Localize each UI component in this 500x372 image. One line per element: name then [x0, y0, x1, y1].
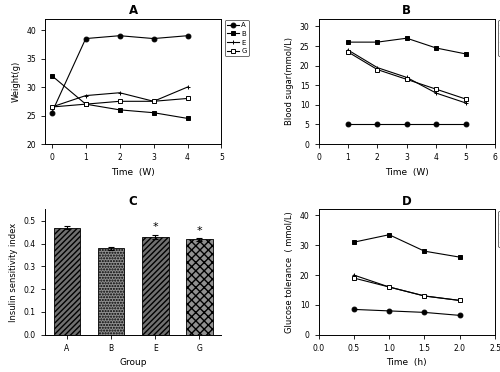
- Line: E: E: [352, 273, 462, 303]
- A: [386, 309, 392, 313]
- G: [433, 87, 439, 92]
- E: [462, 101, 468, 105]
- Line: A: A: [352, 307, 462, 318]
- E: [82, 93, 88, 98]
- Line: G: G: [50, 96, 190, 109]
- G: [462, 97, 468, 101]
- B: [184, 116, 190, 121]
- A: [462, 122, 468, 127]
- Line: E: E: [346, 48, 468, 105]
- Legend: A, B, E, G: A, B, E, G: [498, 211, 500, 247]
- G: [374, 67, 380, 72]
- A: [456, 313, 462, 318]
- B: [433, 46, 439, 50]
- A: [184, 33, 190, 38]
- B: [462, 52, 468, 56]
- E: [150, 99, 156, 103]
- B: [49, 73, 55, 78]
- X-axis label: Group: Group: [120, 358, 147, 368]
- G: [49, 105, 55, 109]
- E: [49, 105, 55, 109]
- G: [184, 96, 190, 101]
- B: [116, 108, 122, 112]
- G: [386, 285, 392, 289]
- B: [345, 40, 351, 44]
- G: [404, 77, 410, 81]
- B: [422, 249, 428, 253]
- G: [422, 294, 428, 298]
- A: [150, 36, 156, 41]
- A: [116, 33, 122, 38]
- A: [404, 122, 410, 127]
- Title: D: D: [402, 195, 411, 208]
- A: [374, 122, 380, 127]
- G: [456, 298, 462, 303]
- E: [386, 285, 392, 289]
- G: [82, 102, 88, 106]
- B: [404, 36, 410, 41]
- A: [345, 122, 351, 127]
- A: [422, 310, 428, 315]
- Y-axis label: Insulin sensitivity index: Insulin sensitivity index: [10, 222, 18, 322]
- Text: *: *: [196, 225, 202, 235]
- Bar: [98, 248, 124, 335]
- A: [433, 122, 439, 127]
- G: [150, 99, 156, 103]
- Line: E: E: [50, 84, 190, 109]
- B: [351, 240, 357, 244]
- Line: G: G: [352, 276, 462, 303]
- Line: B: B: [352, 232, 462, 260]
- Title: C: C: [129, 195, 138, 208]
- Bar: [142, 237, 169, 335]
- E: [456, 298, 462, 303]
- Title: B: B: [402, 4, 411, 17]
- Text: *: *: [152, 222, 158, 232]
- Y-axis label: Blood sugar(mmol/L): Blood sugar(mmol/L): [285, 37, 294, 125]
- X-axis label: Time  (W): Time (W): [112, 168, 155, 177]
- Legend: A, B, E, G: A, B, E, G: [498, 20, 500, 57]
- B: [456, 255, 462, 259]
- E: [184, 85, 190, 89]
- A: [82, 36, 88, 41]
- Line: G: G: [346, 49, 468, 102]
- A: [49, 110, 55, 115]
- G: [351, 276, 357, 280]
- Line: B: B: [50, 73, 190, 121]
- G: [345, 50, 351, 54]
- A: [351, 307, 357, 312]
- Y-axis label: Glucose tolerance  ( mmol/L): Glucose tolerance ( mmol/L): [285, 211, 294, 333]
- E: [422, 294, 428, 298]
- G: [116, 99, 122, 103]
- B: [386, 232, 392, 237]
- X-axis label: Time  (W): Time (W): [385, 168, 428, 177]
- Line: B: B: [346, 36, 468, 56]
- B: [82, 102, 88, 106]
- E: [116, 90, 122, 95]
- E: [374, 65, 380, 70]
- Line: A: A: [50, 33, 190, 115]
- Line: A: A: [346, 122, 468, 127]
- X-axis label: Time  (h): Time (h): [386, 358, 427, 368]
- Title: A: A: [128, 4, 138, 17]
- Bar: [186, 240, 212, 335]
- Y-axis label: Weight(g): Weight(g): [12, 61, 20, 102]
- E: [404, 75, 410, 80]
- B: [150, 110, 156, 115]
- E: [433, 91, 439, 95]
- E: [345, 48, 351, 52]
- E: [351, 273, 357, 277]
- Bar: [54, 228, 80, 335]
- B: [374, 40, 380, 44]
- Legend: A, B, E, G: A, B, E, G: [224, 20, 248, 57]
